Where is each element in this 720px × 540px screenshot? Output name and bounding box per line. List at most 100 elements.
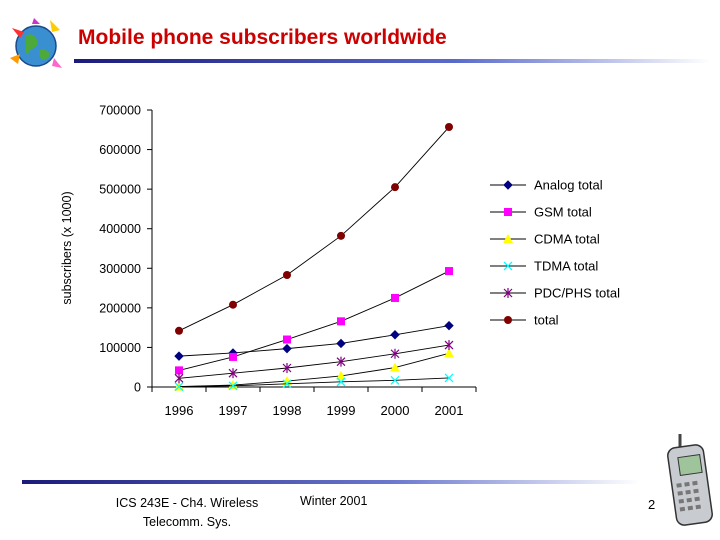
- data-point: [228, 368, 238, 379]
- data-point: [337, 231, 345, 240]
- legend-item-pdc-phs-total: PDC/PHS total: [490, 286, 620, 301]
- legend-label: total: [534, 313, 559, 328]
- legend-marker: [503, 234, 513, 243]
- series-cdma-total: [174, 348, 454, 391]
- data-point: [174, 382, 184, 392]
- data-point: [390, 348, 400, 359]
- x-tick-label: 1996: [165, 403, 194, 418]
- x-marker-stroke: [282, 379, 292, 389]
- series-layer: [174, 123, 454, 392]
- series-total: [175, 123, 453, 335]
- series-line: [178, 377, 450, 388]
- y-tick-label: 700000: [99, 104, 141, 118]
- series-line: [178, 344, 450, 379]
- mobile-phone-icon: [667, 434, 713, 526]
- footer-term: Winter 2001: [300, 494, 368, 508]
- data-point: [391, 293, 399, 302]
- data-point: [174, 373, 184, 384]
- data-point: [174, 351, 184, 361]
- data-point: [444, 348, 454, 358]
- footer-course-line1: ICS 243E - Ch4. Wireless: [115, 496, 259, 510]
- slide-title: Mobile phone subscribers worldwide: [78, 26, 447, 49]
- legend-label: Analog total: [534, 178, 603, 193]
- y-tick-label: 400000: [99, 222, 141, 236]
- data-point: [229, 300, 237, 309]
- data-point: [445, 267, 453, 276]
- x-marker-stroke: [390, 375, 400, 385]
- x-marker-stroke: [503, 261, 513, 271]
- y-tick-label: 200000: [99, 301, 141, 315]
- x-marker-stroke: [336, 377, 346, 387]
- data-point: [228, 381, 238, 391]
- legend-item-gsm-total: GSM total: [490, 205, 592, 220]
- x-tick-label: 2000: [381, 403, 410, 418]
- data-point: [444, 340, 454, 351]
- data-point: [283, 271, 291, 280]
- series-tdma-total: [174, 373, 454, 392]
- x-tick-label: 1999: [327, 403, 356, 418]
- data-point: [336, 338, 346, 349]
- series-line: [178, 126, 450, 332]
- data-point: [390, 362, 400, 372]
- legend: Analog total GSM total CDMA total TDMA tota…: [490, 178, 620, 328]
- legend-item-tdma-total: TDMA total: [490, 259, 598, 274]
- footer-course-line2: Telecomm. Sys.: [142, 515, 232, 529]
- data-point: [445, 123, 453, 132]
- data-point: [444, 373, 454, 383]
- globe-logo-icon: [10, 18, 62, 68]
- legend-label: PDC/PHS total: [534, 286, 620, 301]
- x-marker-stroke: [444, 373, 454, 383]
- data-point: [390, 375, 400, 385]
- axes: 0 100000 200000 300000 400000 500000 600000 700…: [99, 104, 477, 418]
- legend-marker: [503, 288, 513, 298]
- x-tick-label: 2001: [435, 403, 464, 418]
- data-point: [229, 352, 237, 361]
- data-point: [175, 326, 183, 335]
- data-point: [282, 376, 292, 386]
- x-marker-stroke: [228, 381, 238, 391]
- y-axis-label: subscribers (x 1000): [60, 191, 74, 304]
- legend-label: GSM total: [534, 205, 592, 220]
- data-point: [391, 183, 399, 192]
- y-tick-label: 0: [134, 381, 141, 395]
- series-gsm-total: [175, 267, 453, 375]
- legend-item-analog-total: Analog total: [490, 178, 603, 193]
- x-marker-stroke: [174, 382, 184, 392]
- data-point: [228, 380, 238, 390]
- x-tick-label: 1997: [219, 403, 248, 418]
- legend-item-total: total: [490, 313, 559, 328]
- legend-marker: [504, 208, 512, 216]
- series-analog-total: [174, 320, 454, 361]
- footer-underline: [22, 480, 640, 484]
- data-point: [175, 366, 183, 375]
- footer-course: ICS 243E - Ch4. Wireless Telecomm. Sys.: [82, 494, 292, 532]
- data-point: [390, 330, 400, 340]
- data-point: [282, 379, 292, 389]
- x-tick-label: 1998: [273, 403, 302, 418]
- legend-label: TDMA total: [534, 259, 598, 274]
- data-point: [282, 343, 292, 354]
- legend-marker: [503, 261, 513, 271]
- series-line: [178, 352, 450, 388]
- subscribers-line-chart: 0 100000 200000 300000 400000 500000 600000 700…: [60, 104, 620, 419]
- data-point: [336, 370, 346, 380]
- series-line: [178, 325, 450, 357]
- legend-label: CDMA total: [534, 232, 600, 247]
- series-line: [178, 270, 450, 371]
- data-point: [336, 377, 346, 387]
- y-tick-label: 300000: [99, 262, 141, 276]
- legend-marker: [503, 180, 513, 190]
- data-point: [336, 356, 346, 367]
- y-tick-label: 600000: [99, 143, 141, 157]
- legend-item-cdma-total: CDMA total: [490, 232, 600, 247]
- data-point: [283, 335, 291, 344]
- legend-marker: [504, 316, 512, 324]
- data-point: [337, 317, 345, 326]
- y-tick-label: 100000: [99, 341, 141, 355]
- page-number: 2: [648, 497, 656, 512]
- y-tick-label: 500000: [99, 183, 141, 197]
- data-point: [444, 320, 454, 331]
- data-point: [282, 363, 292, 374]
- title-underline: [74, 59, 710, 63]
